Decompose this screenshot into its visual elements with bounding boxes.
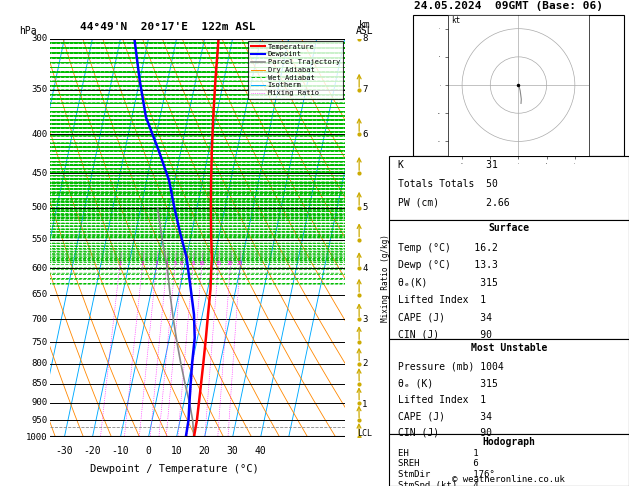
Text: 30: 30 bbox=[226, 446, 238, 456]
Text: CAPE (J)      34: CAPE (J) 34 bbox=[398, 312, 493, 323]
Text: 8: 8 bbox=[362, 35, 367, 43]
Text: 5: 5 bbox=[362, 204, 367, 212]
Text: Mixing Ratio (g/kg): Mixing Ratio (g/kg) bbox=[381, 234, 390, 322]
Text: -20: -20 bbox=[84, 446, 101, 456]
Text: 400: 400 bbox=[31, 130, 47, 139]
Text: θₑ (K)        315: θₑ (K) 315 bbox=[398, 378, 498, 388]
Text: CAPE (J)      34: CAPE (J) 34 bbox=[398, 411, 493, 421]
Text: 700: 700 bbox=[31, 315, 47, 324]
Text: hPa: hPa bbox=[19, 26, 37, 36]
Text: -10: -10 bbox=[111, 446, 129, 456]
Text: Lifted Index  1: Lifted Index 1 bbox=[398, 295, 486, 305]
Text: 900: 900 bbox=[31, 398, 47, 407]
Text: StmSpd (kt)   4: StmSpd (kt) 4 bbox=[398, 481, 479, 486]
Bar bbox=[389, 434, 629, 486]
Text: km: km bbox=[359, 20, 370, 30]
Text: StmDir        176°: StmDir 176° bbox=[398, 470, 495, 479]
Text: 10: 10 bbox=[198, 261, 205, 266]
Text: ASL: ASL bbox=[356, 26, 374, 36]
Text: 950: 950 bbox=[31, 416, 47, 425]
Text: EH            1: EH 1 bbox=[398, 449, 479, 458]
Text: Dewpoint / Temperature (°C): Dewpoint / Temperature (°C) bbox=[89, 464, 259, 474]
Bar bbox=[413, 15, 624, 156]
Text: 8: 8 bbox=[191, 261, 194, 266]
Text: LCL: LCL bbox=[357, 429, 372, 438]
Text: Dewp (°C)    13.3: Dewp (°C) 13.3 bbox=[398, 260, 498, 270]
Text: 1: 1 bbox=[362, 400, 367, 409]
Text: 20: 20 bbox=[227, 261, 233, 266]
Text: 1: 1 bbox=[118, 261, 121, 266]
Bar bbox=[389, 156, 629, 220]
Text: 800: 800 bbox=[31, 359, 47, 368]
Text: SREH          6: SREH 6 bbox=[398, 459, 479, 469]
Text: 4: 4 bbox=[362, 264, 367, 273]
Text: 1000: 1000 bbox=[26, 433, 47, 442]
Text: K              31: K 31 bbox=[398, 160, 498, 171]
Text: 44°49'N  20°17'E  122m ASL: 44°49'N 20°17'E 122m ASL bbox=[81, 21, 256, 32]
Text: 40: 40 bbox=[255, 446, 267, 456]
Text: 350: 350 bbox=[31, 86, 47, 94]
Text: 500: 500 bbox=[31, 204, 47, 212]
Text: 15: 15 bbox=[215, 261, 221, 266]
Text: 750: 750 bbox=[31, 338, 47, 347]
Legend: Temperature, Dewpoint, Parcel Trajectory, Dry Adiabat, Wet Adiabat, Isotherm, Mi: Temperature, Dewpoint, Parcel Trajectory… bbox=[248, 41, 343, 99]
Bar bbox=[389, 220, 629, 339]
Text: 2: 2 bbox=[140, 261, 144, 266]
Text: 0: 0 bbox=[145, 446, 152, 456]
Text: 5: 5 bbox=[173, 261, 176, 266]
Text: 3: 3 bbox=[155, 261, 158, 266]
Text: Pressure (mb) 1004: Pressure (mb) 1004 bbox=[398, 362, 504, 372]
Text: 20: 20 bbox=[199, 446, 210, 456]
Text: 2: 2 bbox=[362, 359, 367, 368]
Text: PW (cm)        2.66: PW (cm) 2.66 bbox=[398, 197, 510, 208]
Text: Temp (°C)    16.2: Temp (°C) 16.2 bbox=[398, 243, 498, 253]
Text: θₑ(K)         315: θₑ(K) 315 bbox=[398, 278, 498, 288]
Text: 300: 300 bbox=[31, 35, 47, 43]
Text: 650: 650 bbox=[31, 290, 47, 299]
Text: 4: 4 bbox=[165, 261, 168, 266]
Text: Surface: Surface bbox=[488, 223, 530, 233]
Text: 7: 7 bbox=[362, 86, 367, 94]
Text: 600: 600 bbox=[31, 264, 47, 273]
Text: Hodograph: Hodograph bbox=[482, 437, 535, 448]
Text: © weatheronline.co.uk: © weatheronline.co.uk bbox=[452, 474, 565, 484]
Text: CIN (J)       90: CIN (J) 90 bbox=[398, 330, 493, 340]
Text: -30: -30 bbox=[55, 446, 73, 456]
Text: 850: 850 bbox=[31, 379, 47, 388]
Text: Totals Totals  50: Totals Totals 50 bbox=[398, 179, 498, 189]
Text: 550: 550 bbox=[31, 235, 47, 244]
Text: 25: 25 bbox=[237, 261, 243, 266]
Text: kt: kt bbox=[451, 16, 460, 25]
Text: 450: 450 bbox=[31, 169, 47, 177]
Text: 6: 6 bbox=[362, 130, 367, 139]
Text: Lifted Index  1: Lifted Index 1 bbox=[398, 395, 486, 405]
Text: CIN (J)       90: CIN (J) 90 bbox=[398, 428, 493, 438]
Text: 10: 10 bbox=[170, 446, 182, 456]
Text: 24.05.2024  09GMT (Base: 06): 24.05.2024 09GMT (Base: 06) bbox=[415, 1, 603, 12]
Text: 6: 6 bbox=[180, 261, 183, 266]
Bar bbox=[389, 339, 629, 434]
Text: 3: 3 bbox=[362, 315, 367, 324]
Text: Most Unstable: Most Unstable bbox=[470, 343, 547, 353]
